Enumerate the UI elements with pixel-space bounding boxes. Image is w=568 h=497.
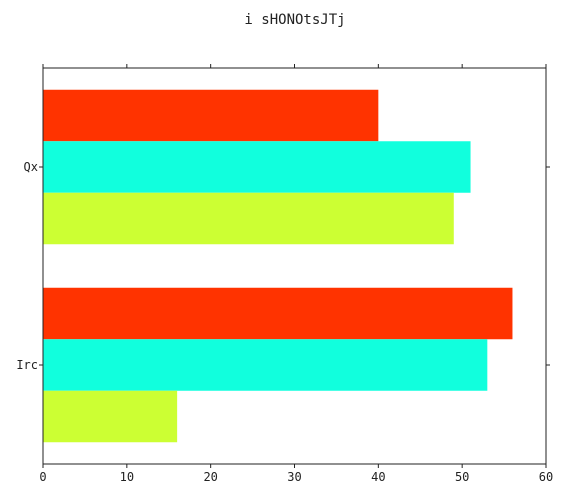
bar-qx-series-2 <box>43 141 471 193</box>
y-axis: Qx Irc <box>16 160 550 372</box>
bar-irc-series-2 <box>43 339 488 391</box>
y-tick-label: Qx <box>24 160 38 174</box>
x-tick-label: 60 <box>539 470 553 484</box>
x-tick-label: 40 <box>371 470 385 484</box>
bars-layer <box>43 89 513 443</box>
chart-title: i sHONOtsJTj <box>244 12 345 28</box>
bar-qx-series-3 <box>43 192 454 245</box>
x-tick-label: 30 <box>287 470 301 484</box>
y-tick-label: Irc <box>16 358 38 372</box>
bar-irc-series-1 <box>43 287 513 340</box>
x-tick-label: 50 <box>455 470 469 484</box>
bar-qx-series-1 <box>43 89 379 142</box>
x-axis: 0 10 20 30 40 50 60 <box>39 64 553 484</box>
bar-irc-series-3 <box>43 390 178 443</box>
x-tick-label: 0 <box>39 470 46 484</box>
x-tick-label: 10 <box>120 470 134 484</box>
x-tick-label: 20 <box>203 470 217 484</box>
